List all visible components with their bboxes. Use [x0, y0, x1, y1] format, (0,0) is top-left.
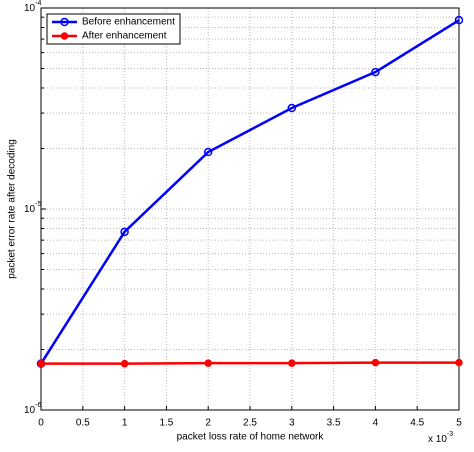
y-tick-label: 10-6: [24, 402, 41, 416]
data-point: [120, 359, 129, 368]
legend-label: Before enhancement: [82, 17, 175, 28]
series-line: [41, 361, 459, 365]
data-point: [455, 358, 463, 367]
x-multiplier: x 10-3: [428, 431, 453, 445]
y-tick-label: 10-5: [24, 201, 41, 215]
x-tick-label: 2: [205, 418, 211, 429]
x-tick-label: 0.5: [76, 418, 90, 429]
data-point: [454, 15, 464, 25]
legend-marker: [60, 17, 69, 27]
x-tick-label: 2.5: [243, 418, 257, 429]
plot-frame: [40, 7, 460, 411]
series-line: [39, 19, 460, 365]
data-point: [120, 227, 129, 237]
x-tick-label: 0: [38, 418, 44, 429]
x-tick-label: 1: [122, 418, 128, 429]
x-tick-label: 4: [373, 418, 379, 429]
data-point: [203, 147, 213, 157]
y-tick-label: 10-4: [24, 0, 41, 14]
y-axis-label: packet error rate after decoding: [7, 139, 18, 279]
y-tick-base: 10: [24, 3, 36, 14]
x-tick-label: 1.5: [159, 418, 173, 429]
data-point: [288, 359, 296, 367]
legend-label: After enhancement: [82, 31, 167, 42]
y-tick-exponent: -6: [35, 402, 41, 409]
x-tick-label: 5: [456, 418, 462, 429]
x-tick-label: 3.5: [327, 418, 341, 429]
data-point: [371, 67, 380, 77]
data-point: [287, 103, 297, 113]
legend-marker: [60, 32, 69, 40]
y-tick-exponent: -5: [35, 201, 41, 208]
legend-box: [46, 13, 181, 45]
x-axis-label: packet loss rate of home network: [177, 432, 325, 443]
data-point: [204, 359, 212, 367]
data-point: [37, 359, 45, 368]
x-tick-label: 4.5: [410, 418, 424, 429]
x-tick-label: 3: [289, 418, 295, 429]
y-tick-exponent: -4: [35, 0, 41, 7]
data-point: [371, 358, 380, 367]
y-tick-base: 10: [24, 405, 36, 416]
y-tick-base: 10: [24, 204, 36, 215]
